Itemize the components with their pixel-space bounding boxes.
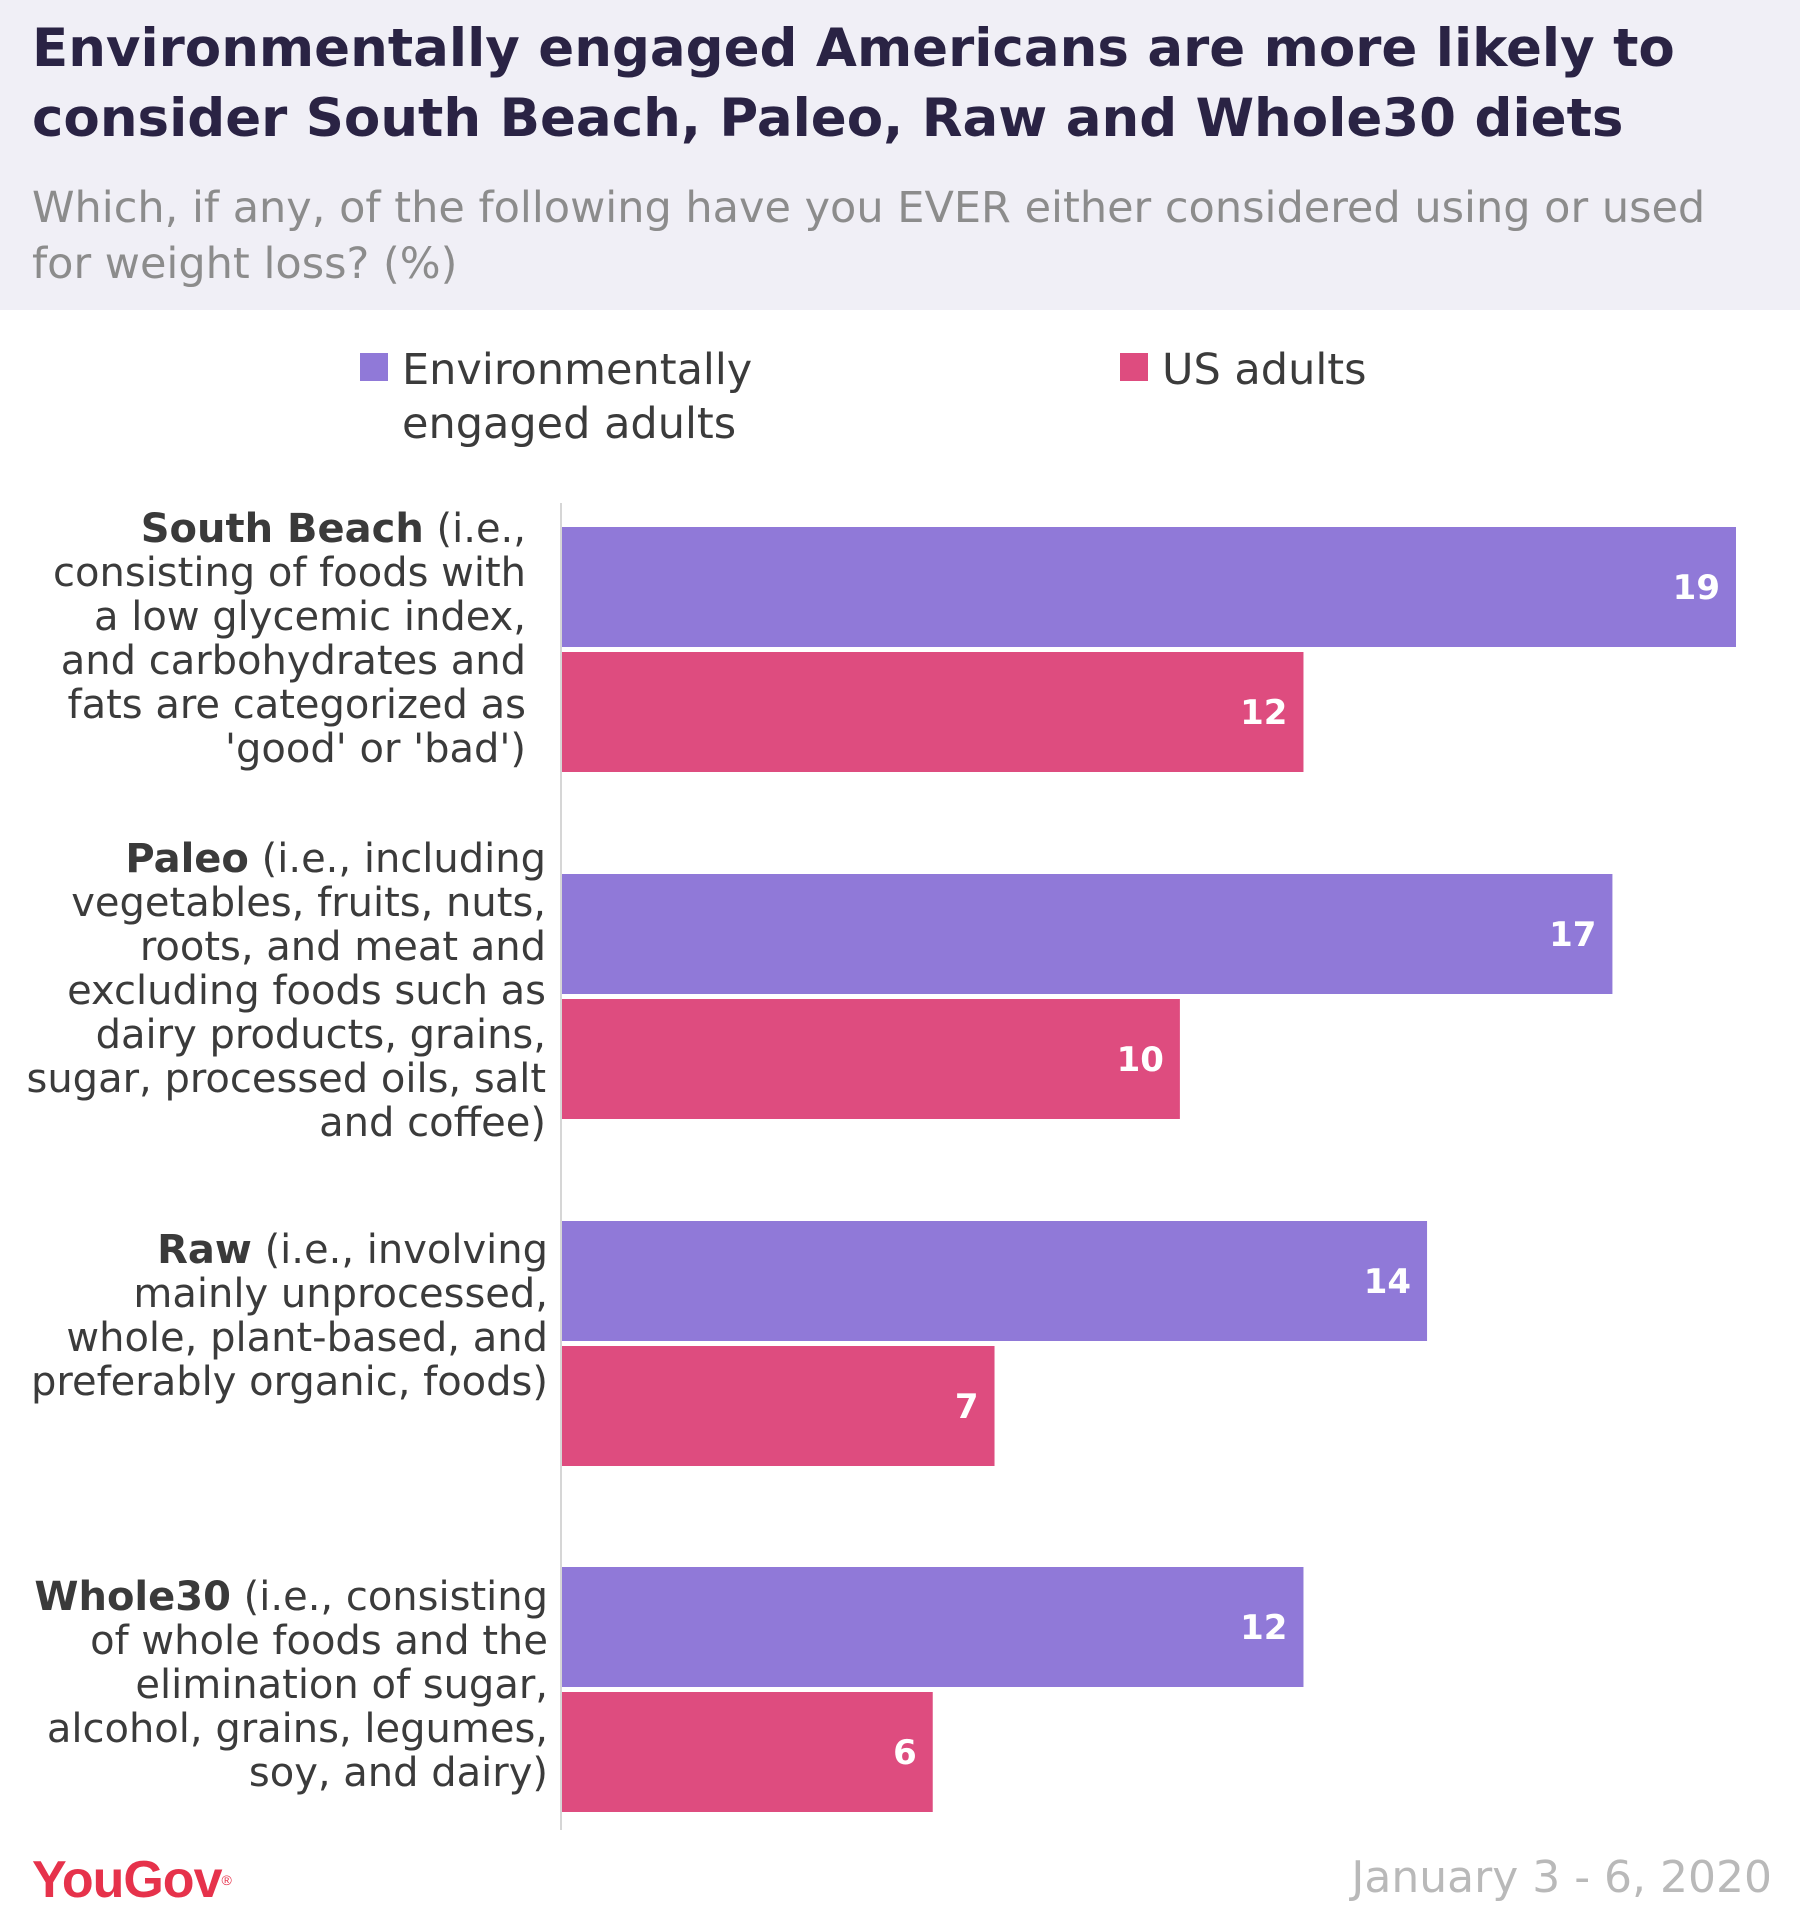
chart-title: Environmentally engaged Americans are mo… xyxy=(32,18,1675,149)
bar-south-beach-us-adults xyxy=(562,652,1304,772)
category-name: Raw xyxy=(157,1227,252,1273)
bar-value-label-paleo-us-adults: 10 xyxy=(1117,1040,1164,1080)
chart-header: Environmentally engaged Americans are mo… xyxy=(0,0,1800,310)
category-name: South Beach xyxy=(140,506,424,552)
bar-value-label-raw-environmentally-engaged-adults: 14 xyxy=(1364,1262,1411,1302)
registered-mark: ® xyxy=(221,1872,231,1888)
category-name: Whole30 xyxy=(34,1574,231,1620)
legend-label-us-adults: US adults xyxy=(1162,345,1367,395)
bar-raw-environmentally-engaged-adults xyxy=(562,1221,1428,1341)
bar-value-label-whole30-environmentally-engaged-adults: 12 xyxy=(1240,1608,1287,1648)
bar-whole30-environmentally-engaged-adults xyxy=(562,1567,1304,1687)
category-label-raw: Raw (i.e., involving mainly unprocessed,… xyxy=(20,1228,548,1404)
category-axis-line xyxy=(560,503,562,1830)
category-description: (i.e., including vegetables, fruits, nut… xyxy=(26,836,546,1146)
bar-value-label-south-beach-us-adults: 12 xyxy=(1240,693,1287,733)
yougov-logo-text: YouGov xyxy=(32,1851,222,1909)
category-label-whole30: Whole30 (i.e., consisting of whole foods… xyxy=(20,1575,548,1795)
category-name: Paleo xyxy=(125,836,249,882)
bar-value-label-whole30-us-adults: 6 xyxy=(893,1733,917,1773)
bar-value-label-raw-us-adults: 7 xyxy=(955,1387,979,1427)
bar-value-label-paleo-environmentally-engaged-adults: 17 xyxy=(1549,915,1596,955)
category-description: (i.e., involving mainly unprocessed, who… xyxy=(31,1227,548,1405)
bar-whole30-us-adults xyxy=(562,1692,933,1812)
bar-raw-us-adults xyxy=(562,1346,995,1466)
legend-item-environmentally-engaged: Environmentally engaged adults xyxy=(360,343,822,451)
category-label-south-beach: South Beach (i.e., consisting of foods w… xyxy=(20,507,526,771)
survey-date: January 3 - 6, 2020 xyxy=(1351,1852,1772,1903)
legend-swatch-environmentally-engaged xyxy=(360,353,388,381)
bar-south-beach-environmentally-engaged-adults xyxy=(562,527,1736,647)
category-description: (i.e., consisting of whole foods and the… xyxy=(46,1574,548,1796)
bar-paleo-us-adults xyxy=(562,999,1180,1119)
category-label-paleo: Paleo (i.e., including vegetables, fruit… xyxy=(20,837,546,1145)
category-description: (i.e., consisting of foods with a low gl… xyxy=(53,506,526,772)
chart-subtitle: Which, if any, of the following have you… xyxy=(32,183,1706,289)
legend-item-us-adults: US adults xyxy=(1120,343,1367,397)
legend-swatch-us-adults xyxy=(1120,353,1148,381)
bar-paleo-environmentally-engaged-adults xyxy=(562,874,1613,994)
yougov-logo: YouGov® xyxy=(32,1851,232,1909)
legend-label-environmentally-engaged: Environmentally engaged adults xyxy=(402,345,753,449)
bar-value-label-south-beach-environmentally-engaged-adults: 19 xyxy=(1673,568,1720,608)
